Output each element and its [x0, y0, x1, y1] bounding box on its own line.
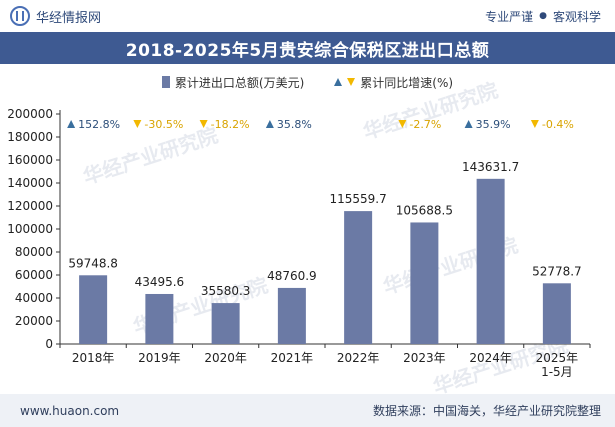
- y-tick-label: 180000: [7, 130, 53, 144]
- y-tick-label: 100000: [7, 222, 53, 236]
- y-tick-label: 160000: [7, 153, 53, 167]
- growth-up-triangle-icon: [265, 120, 274, 128]
- x-tick-label: 2021年: [271, 351, 314, 365]
- brand-name: 华经情报网: [36, 10, 102, 26]
- legend-bar-label: 累计进出口总额(万美元): [174, 75, 305, 90]
- bar: [542, 283, 571, 344]
- x-tick-label: 2024年: [469, 351, 512, 365]
- growth-down-triangle-icon: [133, 120, 142, 128]
- brand-logo-icon: [10, 6, 30, 26]
- x-tick-label: 2020年: [204, 351, 247, 365]
- growth-up-triangle-icon: [67, 120, 76, 128]
- footer: www.huaon.com 数据来源：中国海关，华经产业研究院整理: [0, 394, 615, 427]
- bar-value-label: 52778.7: [532, 264, 582, 278]
- y-tick-label: 20000: [15, 314, 53, 328]
- legend-up-triangle-icon: [334, 78, 343, 86]
- growth-rate-label: 35.8%: [277, 118, 312, 131]
- growth-down-triangle-icon: [530, 120, 539, 128]
- bar: [277, 287, 306, 344]
- legend-bar-swatch-icon: [161, 76, 170, 88]
- y-tick-label: 120000: [7, 199, 53, 213]
- growth-down-triangle-icon: [398, 120, 407, 128]
- footer-url[interactable]: www.huaon.com: [20, 403, 120, 418]
- footer-source: 数据来源：中国海关，华经产业研究院整理: [372, 404, 601, 418]
- bar-value-label: 35580.3: [201, 284, 251, 298]
- bar: [79, 275, 108, 344]
- bar-value-label: 59748.8: [68, 256, 118, 270]
- growth-rate-label: 35.9%: [476, 118, 511, 131]
- top-bar: 华经情报网 专业严谨 ● 客观科学: [0, 0, 615, 32]
- y-tick-label: 60000: [15, 268, 53, 282]
- slogan-tag-1: 专业严谨: [485, 9, 534, 24]
- y-tick-label: 0: [45, 337, 53, 351]
- bar-chart: 0 20000 40000 60000 80000 100000 120000 140000 1…: [7, 107, 591, 379]
- x-tick-label: 2018年: [72, 351, 115, 365]
- growth-rate-label: 152.8%: [78, 118, 120, 131]
- x-tick-label: 2025年 1-5月: [536, 351, 579, 379]
- x-tick-label: 2019年: [138, 351, 181, 365]
- bar: [410, 222, 439, 344]
- bar-value-label: 48760.9: [267, 269, 317, 283]
- x-tick-label: 2023年: [403, 351, 446, 365]
- y-tick-label: 200000: [7, 107, 53, 121]
- growth-down-triangle-icon: [199, 120, 208, 128]
- bar-value-label: 115559.7: [329, 192, 386, 206]
- y-tick-label: 40000: [15, 291, 53, 305]
- chart-legend: 累计进出口总额(万美元) 累计同比增速(%): [0, 72, 615, 92]
- y-tick-label: 140000: [7, 176, 53, 190]
- growth-rate-label: -18.2%: [211, 118, 250, 131]
- x-tick-label: 2022年: [337, 351, 380, 365]
- chart-title: 2018-2025年5月贵安综合保税区进出口总额: [0, 32, 615, 64]
- legend-rate-label: 累计同比增速(%): [360, 75, 454, 90]
- bar-value-label: 105688.5: [396, 203, 453, 217]
- legend-item-bar[interactable]: 累计进出口总额(万美元): [161, 74, 305, 91]
- growth-rate-label: -0.4%: [542, 118, 574, 131]
- bar: [211, 303, 240, 344]
- bar: [344, 211, 373, 344]
- legend-down-triangle-icon: [347, 78, 356, 86]
- brand[interactable]: 华经情报网: [10, 6, 101, 26]
- growth-up-triangle-icon: [464, 120, 473, 128]
- growth-rate-label: -2.7%: [409, 118, 441, 131]
- bar: [145, 293, 174, 344]
- bar-value-label: 43495.6: [135, 275, 185, 289]
- y-tick-label: 80000: [15, 245, 53, 259]
- slogan: 专业严谨 ● 客观科学: [485, 8, 601, 25]
- bar: [476, 178, 505, 344]
- slogan-tag-2: 客观科学: [552, 9, 601, 24]
- bullet-icon: ●: [539, 11, 547, 21]
- bar-value-label: 143631.7: [462, 160, 519, 174]
- growth-rate-label: -30.5%: [144, 118, 183, 131]
- legend-item-rate[interactable]: 累计同比增速(%): [334, 74, 453, 91]
